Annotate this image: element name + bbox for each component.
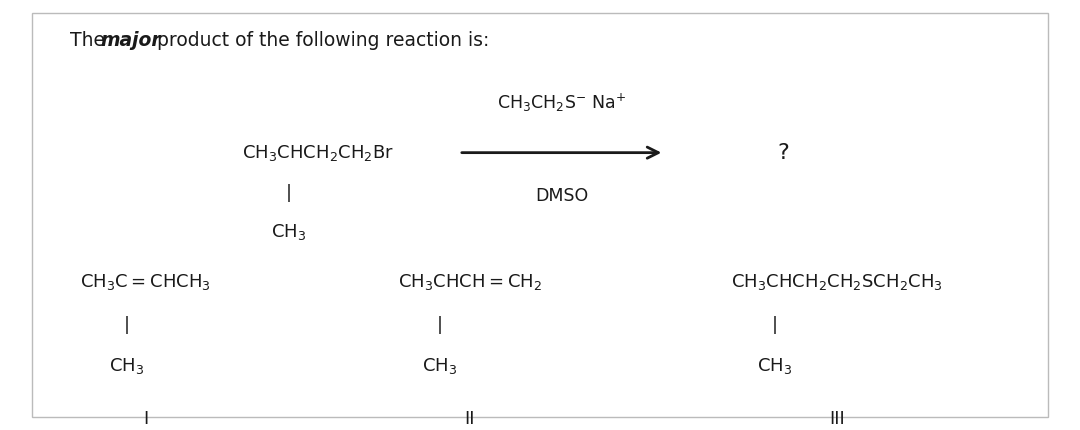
Text: $\mathregular{CH_3CHCH_2CH_2SCH_2CH_3}$: $\mathregular{CH_3CHCH_2CH_2SCH_2CH_3}$	[731, 272, 943, 292]
Text: $\mathregular{CH_3}$: $\mathregular{CH_3}$	[757, 356, 792, 375]
Text: $\mathregular{CH_3}$: $\mathregular{CH_3}$	[422, 356, 457, 375]
Text: DMSO: DMSO	[535, 187, 589, 205]
Text: $\mathregular{CH_3CHCH_2CH_2Br}$: $\mathregular{CH_3CHCH_2CH_2Br}$	[243, 143, 394, 163]
Text: |: |	[771, 316, 778, 334]
Text: ?: ?	[778, 143, 788, 163]
Text: I: I	[144, 410, 148, 428]
Text: |: |	[436, 316, 443, 334]
Text: $\mathregular{CH_3C{=}CHCH_3}$: $\mathregular{CH_3C{=}CHCH_3}$	[80, 272, 212, 292]
Text: III: III	[829, 410, 845, 428]
Text: $\mathregular{CH_3}$: $\mathregular{CH_3}$	[271, 222, 306, 242]
Text: II: II	[464, 410, 475, 428]
Text: |: |	[123, 316, 130, 334]
Text: $\mathregular{CH_3CH_2S^{-}\ Na^{+}}$: $\mathregular{CH_3CH_2S^{-}\ Na^{+}}$	[497, 92, 626, 114]
Text: product of the following reaction is:: product of the following reaction is:	[151, 31, 489, 50]
Text: |: |	[285, 184, 292, 203]
Text: $\mathregular{CH_3CHCH{=}CH_2}$: $\mathregular{CH_3CHCH{=}CH_2}$	[397, 272, 542, 292]
Text: major: major	[100, 31, 161, 50]
Text: The: The	[70, 31, 111, 50]
Text: $\mathregular{CH_3}$: $\mathregular{CH_3}$	[109, 356, 144, 375]
